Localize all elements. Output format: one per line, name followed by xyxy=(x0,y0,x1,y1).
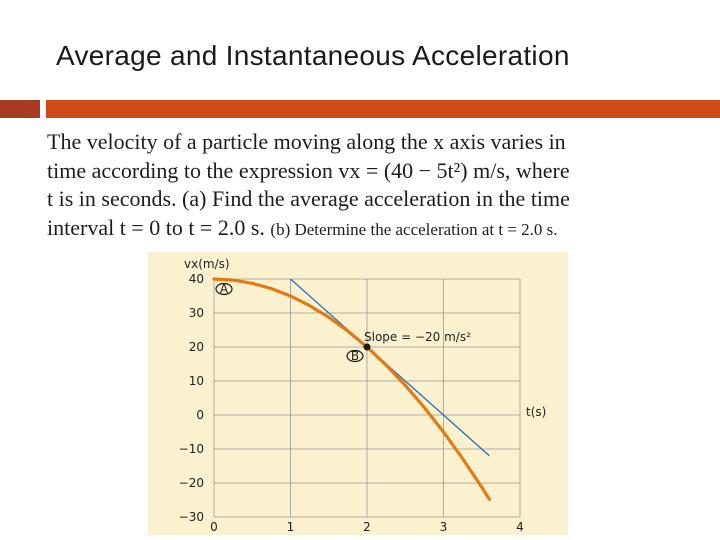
y-tick-label: 0 xyxy=(196,408,204,422)
point-b-dot xyxy=(363,343,371,351)
y-tick-label: −30 xyxy=(179,510,204,524)
point-label-circle xyxy=(346,349,364,363)
problem-line-3: t is in seconds. (a) Find the average ac… xyxy=(47,186,570,211)
y-tick-label: 30 xyxy=(189,306,204,320)
velocity-curve xyxy=(212,277,491,501)
problem-line-4b: (b) Determine the acceleration at t = 2.… xyxy=(270,219,558,239)
y-tick-label: 10 xyxy=(189,374,204,388)
point-markers: AB xyxy=(215,282,371,363)
accent-bar-right xyxy=(46,100,720,118)
y-tick-label: 40 xyxy=(189,272,204,286)
x-tick-label: 1 xyxy=(287,520,295,534)
point-label-circle xyxy=(215,282,233,296)
x-tick-label: 3 xyxy=(440,520,448,534)
x-axis-label: t(s) xyxy=(526,405,546,419)
accent-bar-left xyxy=(0,100,40,118)
slope-annotation: Slope = −20 m/s² xyxy=(364,330,471,344)
y-tick-label: 20 xyxy=(189,340,204,354)
y-tick-label: −20 xyxy=(179,476,204,490)
point-label-a: A xyxy=(220,282,229,296)
problem-line-2: time according to the expression vx = (4… xyxy=(47,157,570,183)
x-tick-label: 4 xyxy=(516,520,524,534)
y-axis-label: vx(m/s) xyxy=(184,257,230,271)
point-label-b: B xyxy=(351,349,359,363)
problem-line-4a: interval t = 0 to t = 2.0 s. xyxy=(47,214,265,240)
tick-labels: 0 1 2 3 4 40 30 20 10 0 −10 −20 −30 xyxy=(179,272,524,534)
chart-grid xyxy=(213,278,521,518)
problem-text: The velocity of a particle moving along … xyxy=(47,128,717,244)
problem-line-1: The velocity of a particle moving along … xyxy=(47,129,566,154)
slide-title: Average and Instantaneous Acceleration xyxy=(56,40,570,71)
curve-layer xyxy=(212,277,491,501)
y-tick-label: −10 xyxy=(179,442,204,456)
chart-background xyxy=(148,252,568,535)
x-tick-label: 2 xyxy=(363,520,371,534)
problem-line-4: interval t = 0 to t = 2.0 s. (b) Determi… xyxy=(47,214,717,245)
x-tick-label: 0 xyxy=(210,520,218,534)
